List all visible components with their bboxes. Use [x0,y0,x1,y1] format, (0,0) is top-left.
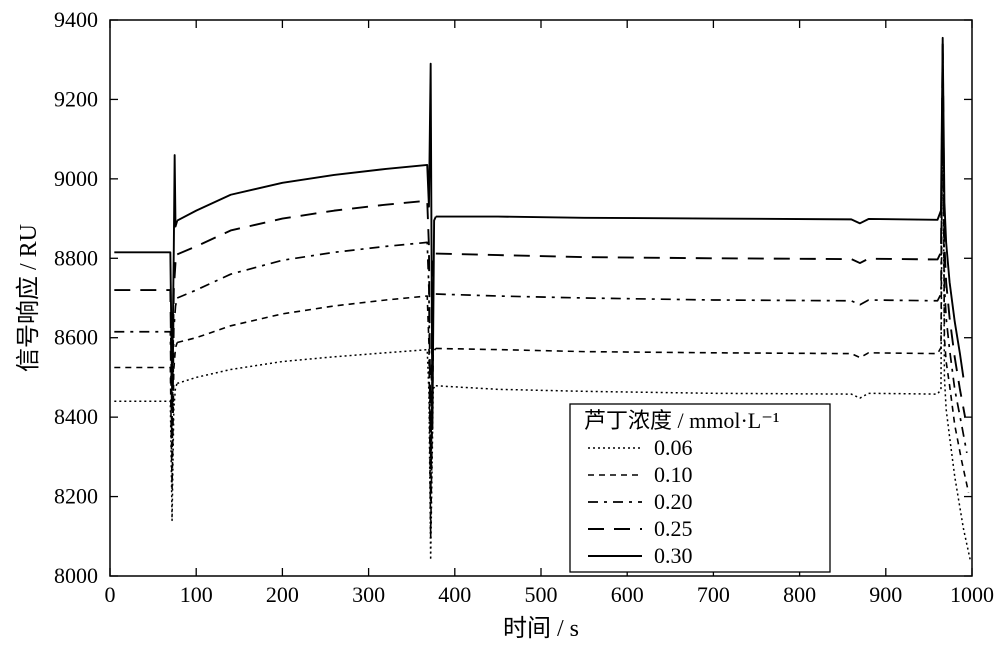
y-tick-label: 9200 [54,86,98,111]
x-tick-label: 400 [438,582,471,607]
y-axis-label: 信号响应 / RU [15,224,42,372]
x-tick-label: 300 [352,582,385,607]
y-tick-label: 8600 [54,325,98,350]
x-tick-label: 0 [105,582,116,607]
series-line [114,254,177,425]
series-line [177,242,436,500]
series-line [114,155,177,389]
y-tick-label: 8400 [54,404,98,429]
legend-title: 芦丁浓度 / mmol·L⁻¹ [584,408,779,433]
x-tick-label: 1000 [950,582,994,607]
x-tick-label: 600 [611,582,644,607]
series-line [177,350,436,560]
x-tick-label: 700 [697,582,730,607]
series-line [436,40,965,417]
series-group [114,38,970,560]
y-tick-label: 8200 [54,484,98,509]
y-tick-label: 9400 [54,7,98,32]
legend-label: 0.06 [654,435,693,460]
sensorgram-chart: 0 100 200 300 400 500 600 700 800 900 1000 时间 / s 80… [0,0,1000,647]
x-tick-label: 900 [869,582,902,607]
legend-label: 0.30 [654,543,693,568]
x-axis-label: 时间 / s [503,615,579,642]
x-tick-label: 100 [180,582,213,607]
legend-label: 0.25 [654,516,693,541]
legend-label: 0.20 [654,489,693,514]
series-line [177,296,436,536]
plot-border [110,20,972,576]
series-line [177,201,436,461]
y-tick-label: 8800 [54,245,98,270]
x-tick-label: 200 [266,582,299,607]
series-line [114,342,177,488]
y-tick-label: 8000 [54,563,98,588]
y-tick-label: 9000 [54,166,98,191]
series-line [436,38,964,378]
x-tick-label: 800 [783,582,816,607]
series-line [436,42,967,453]
series-line [177,64,436,429]
legend-label: 0.10 [654,462,693,487]
series-line [114,383,177,520]
chart-container: 0 100 200 300 400 500 600 700 800 900 1000 时间 / s 80… [0,0,1000,647]
x-tick-label: 500 [525,582,558,607]
series-line [114,298,177,457]
